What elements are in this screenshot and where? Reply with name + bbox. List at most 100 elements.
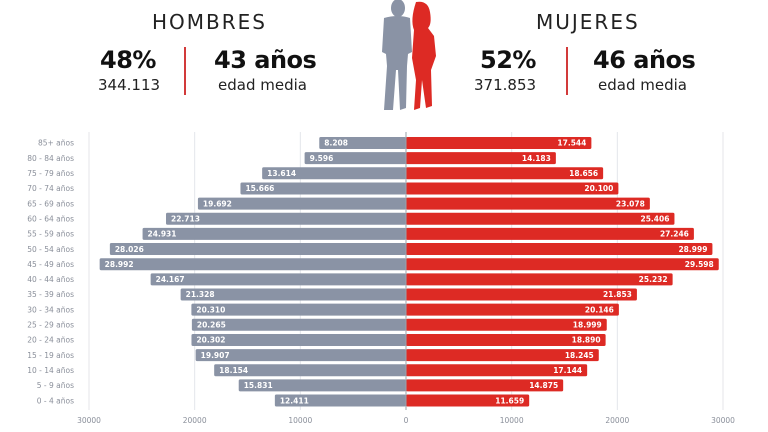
women-bar-label: 11.659 bbox=[495, 396, 524, 405]
men-bar-label: 8.208 bbox=[324, 139, 348, 148]
men-age: 43 años bbox=[214, 46, 317, 74]
category-label: 50 - 54 años bbox=[27, 245, 74, 254]
women-bar bbox=[406, 212, 675, 225]
men-bar bbox=[304, 152, 406, 165]
women-bar bbox=[406, 243, 713, 256]
category-label: 60 - 64 años bbox=[27, 214, 74, 223]
women-bar bbox=[406, 394, 530, 407]
women-count: 371.853 bbox=[474, 76, 537, 94]
women-bar-label: 28.999 bbox=[678, 245, 707, 254]
men-bar-label: 21.328 bbox=[186, 290, 215, 299]
women-bar-label: 21.853 bbox=[603, 290, 632, 299]
women-bar-label: 17.544 bbox=[557, 139, 586, 148]
women-bar-label: 27.246 bbox=[660, 230, 689, 239]
x-tick-label: 0 bbox=[404, 416, 409, 425]
men-bar bbox=[240, 182, 406, 195]
men-bar-label: 15.831 bbox=[244, 381, 273, 390]
men-bar bbox=[109, 243, 407, 256]
women-bar bbox=[406, 137, 592, 149]
x-tick-label: 10000 bbox=[288, 416, 312, 425]
x-tick-label: 30000 bbox=[77, 416, 101, 425]
men-bar-label: 20.310 bbox=[196, 305, 225, 314]
category-label: 35 - 39 años bbox=[27, 290, 74, 299]
women-title: MUJERES bbox=[536, 10, 640, 34]
men-bar bbox=[150, 273, 406, 286]
women-bar-label: 20.146 bbox=[585, 305, 614, 314]
men-age-label: edad media bbox=[218, 76, 307, 94]
category-label: 40 - 44 años bbox=[27, 275, 74, 284]
women-bar-label: 18.245 bbox=[565, 351, 594, 360]
women-age: 46 años bbox=[593, 46, 696, 74]
x-tick-label: 10000 bbox=[500, 416, 524, 425]
women-bar-label: 18.999 bbox=[573, 321, 602, 330]
men-bar-label: 13.614 bbox=[267, 169, 296, 178]
category-label: 45 - 49 años bbox=[27, 260, 74, 269]
women-bar bbox=[406, 333, 606, 346]
men-bar bbox=[319, 137, 406, 149]
women-bar bbox=[406, 197, 650, 210]
category-labels: 85+ años 80 - 84 años 75 - 79 años 70 - 74 … bbox=[27, 139, 74, 406]
women-bar-label: 20.100 bbox=[584, 184, 613, 193]
men-bar-label: 19.692 bbox=[203, 199, 232, 208]
women-bar bbox=[406, 227, 694, 240]
men-separator bbox=[184, 47, 186, 95]
women-bar-label: 14.875 bbox=[529, 381, 558, 390]
women-bar bbox=[406, 303, 619, 316]
couple-silhouette-icon bbox=[382, 0, 436, 110]
men-bar-label: 12.411 bbox=[280, 396, 309, 405]
women-bar bbox=[406, 349, 599, 362]
women-bar-label: 14.183 bbox=[522, 154, 551, 163]
men-bar bbox=[197, 197, 406, 210]
women-bar-label: 17.144 bbox=[553, 366, 582, 375]
men-percent: 48% bbox=[100, 46, 156, 74]
men-bar bbox=[191, 303, 406, 316]
men-bar bbox=[195, 349, 406, 362]
men-bar-label: 20.265 bbox=[197, 321, 226, 330]
category-label: 0 - 4 años bbox=[37, 396, 74, 405]
category-label: 10 - 14 años bbox=[27, 366, 74, 375]
men-bar bbox=[262, 167, 406, 180]
women-percent: 52% bbox=[480, 46, 536, 74]
women-bar-label: 18.656 bbox=[569, 169, 598, 178]
men-title: HOMBRES bbox=[152, 10, 267, 34]
women-bar bbox=[406, 182, 619, 195]
category-label: 70 - 74 años bbox=[27, 184, 74, 193]
women-bar bbox=[406, 364, 588, 377]
men-bar bbox=[180, 288, 406, 301]
men-bar bbox=[142, 227, 406, 240]
women-bar bbox=[406, 273, 673, 286]
men-bar-label: 20.302 bbox=[196, 336, 225, 345]
men-bar bbox=[165, 212, 406, 225]
women-bar-label: 23.078 bbox=[616, 199, 645, 208]
women-bar bbox=[406, 167, 604, 180]
category-label: 55 - 59 años bbox=[27, 230, 74, 239]
x-tick-label: 30000 bbox=[711, 416, 735, 425]
category-label: 30 - 34 años bbox=[27, 305, 74, 314]
men-bar bbox=[191, 318, 406, 331]
category-label: 25 - 29 años bbox=[27, 321, 74, 330]
women-bar-label: 18.890 bbox=[572, 336, 601, 345]
women-bar-label: 25.406 bbox=[641, 214, 670, 223]
category-label: 75 - 79 años bbox=[27, 169, 74, 178]
women-bar bbox=[406, 152, 556, 165]
women-bar-label: 29.598 bbox=[685, 260, 714, 269]
men-bar-label: 15.666 bbox=[245, 184, 274, 193]
category-label: 20 - 24 años bbox=[27, 336, 74, 345]
men-bar-label: 22.713 bbox=[171, 214, 200, 223]
category-label: 85+ años bbox=[38, 139, 74, 148]
x-tick-label: 20000 bbox=[605, 416, 629, 425]
women-bar bbox=[406, 288, 637, 301]
women-bar bbox=[406, 318, 607, 331]
man-silhouette-icon bbox=[382, 0, 412, 110]
women-bar-label: 25.232 bbox=[639, 275, 668, 284]
men-bar bbox=[238, 379, 406, 392]
women-bar bbox=[406, 258, 719, 271]
men-bar bbox=[214, 364, 406, 377]
men-bar-label: 28.026 bbox=[115, 245, 144, 254]
men-bar-label: 28.992 bbox=[105, 260, 134, 269]
women-bar bbox=[406, 379, 564, 392]
men-bar bbox=[99, 258, 407, 271]
